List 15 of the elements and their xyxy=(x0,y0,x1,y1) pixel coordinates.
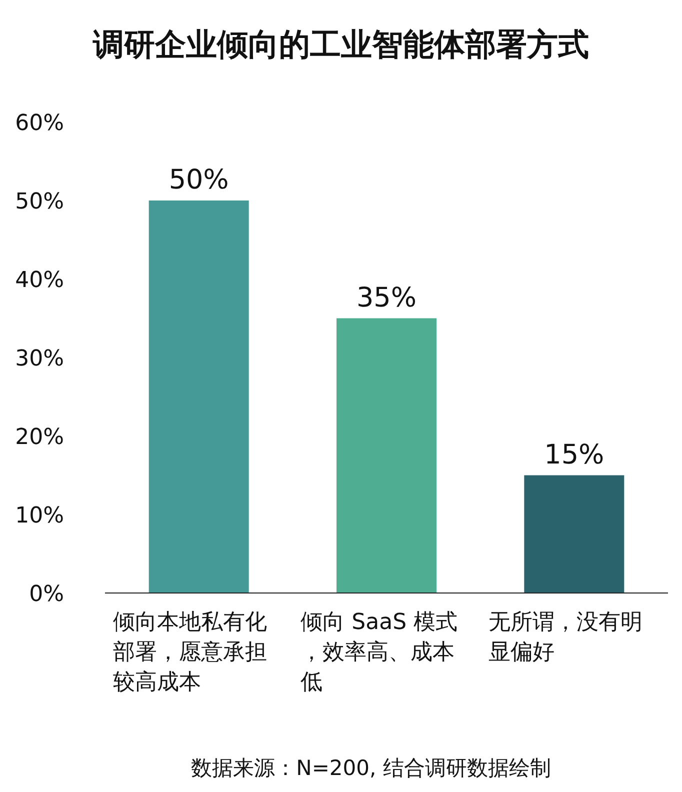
y-tick-label: 20% xyxy=(15,425,64,450)
y-tick-label: 10% xyxy=(15,504,64,528)
y-tick-label: 40% xyxy=(15,268,64,293)
y-tick-label: 0% xyxy=(29,582,64,607)
chart-title: 调研企业倾向的工业智能体部署方式 xyxy=(92,27,589,63)
source-note: 数据来源：N=200, 结合调研数据绘制 xyxy=(191,756,551,780)
y-tick-label: 30% xyxy=(15,346,64,372)
y-tick-label: 60% xyxy=(15,111,64,136)
x-tick-label: 倾向 SaaS 模式，效率高、成本低 xyxy=(300,610,458,695)
x-tick-label: 无所谓，没有明显偏好 xyxy=(488,610,642,665)
data-label: 50% xyxy=(168,164,229,196)
x-tick-label: 倾向本地私有化部署，愿意承担较高成本 xyxy=(113,610,267,695)
data-label: 15% xyxy=(544,439,604,470)
data-label: 35% xyxy=(356,282,417,314)
y-tick-label: 50% xyxy=(15,190,64,214)
